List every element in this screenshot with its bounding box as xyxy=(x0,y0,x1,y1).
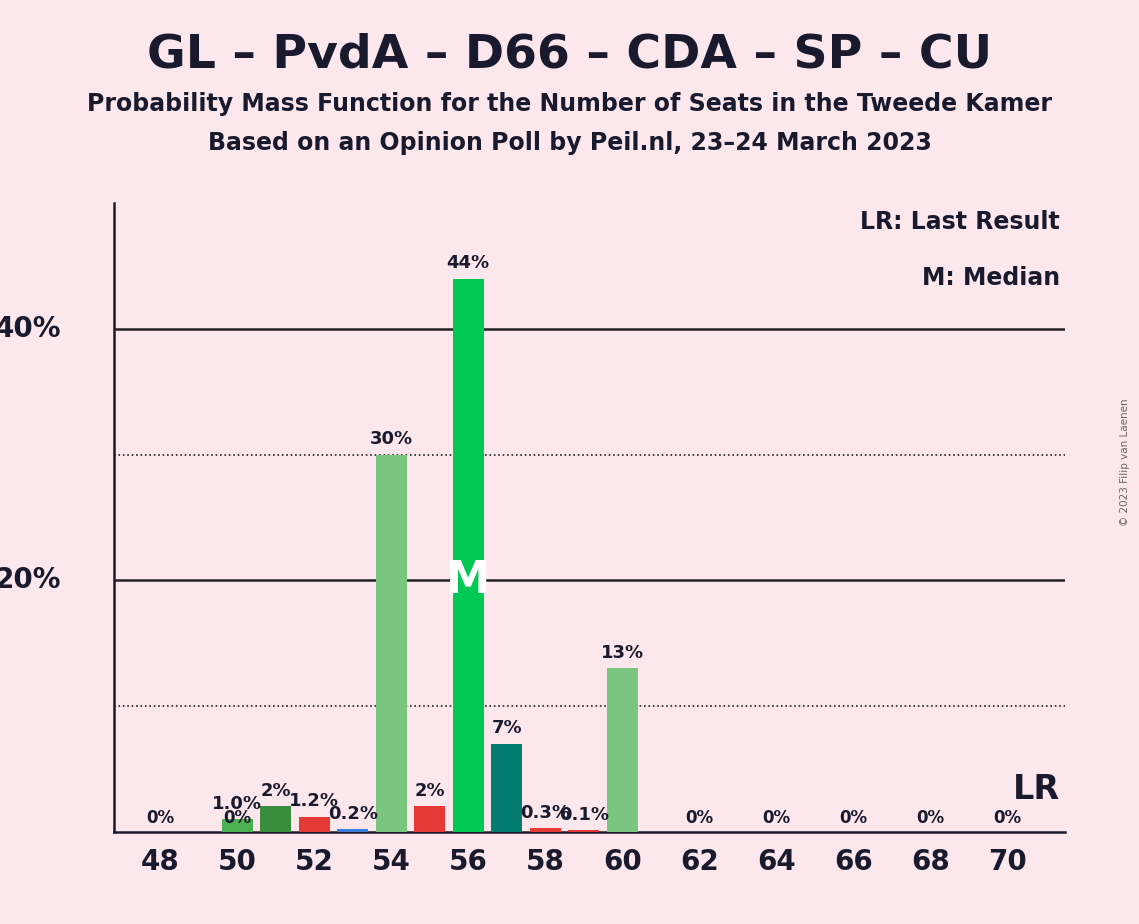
Text: LR: LR xyxy=(1013,773,1060,807)
Text: 1.2%: 1.2% xyxy=(289,792,339,810)
Bar xyxy=(337,829,368,832)
Text: 13%: 13% xyxy=(600,644,644,662)
Bar xyxy=(568,831,599,832)
Text: 44%: 44% xyxy=(446,254,490,273)
Bar xyxy=(376,455,407,832)
Text: 0.3%: 0.3% xyxy=(521,804,571,821)
Bar xyxy=(260,807,292,832)
Text: 0%: 0% xyxy=(916,808,944,827)
Text: 0%: 0% xyxy=(839,808,867,827)
Text: 1.0%: 1.0% xyxy=(212,795,262,813)
Text: © 2023 Filip van Laenen: © 2023 Filip van Laenen xyxy=(1121,398,1130,526)
Text: 0%: 0% xyxy=(223,808,252,827)
Bar xyxy=(222,819,253,832)
Text: 0.1%: 0.1% xyxy=(558,806,608,824)
Text: LR: Last Result: LR: Last Result xyxy=(860,210,1060,234)
Text: M: M xyxy=(446,559,490,602)
Text: 0%: 0% xyxy=(685,808,713,827)
Bar xyxy=(415,807,445,832)
Text: 0.2%: 0.2% xyxy=(328,805,378,822)
Text: 20%: 20% xyxy=(0,566,62,594)
Text: M: Median: M: Median xyxy=(923,266,1060,290)
Text: 0%: 0% xyxy=(762,808,790,827)
Text: 40%: 40% xyxy=(0,315,62,343)
Text: 2%: 2% xyxy=(261,783,290,800)
Text: 0%: 0% xyxy=(993,808,1022,827)
Text: Probability Mass Function for the Number of Seats in the Tweede Kamer: Probability Mass Function for the Number… xyxy=(87,92,1052,116)
Bar xyxy=(298,817,329,832)
Text: 30%: 30% xyxy=(369,431,412,448)
Text: 7%: 7% xyxy=(491,720,522,737)
Text: Based on an Opinion Poll by Peil.nl, 23–24 March 2023: Based on an Opinion Poll by Peil.nl, 23–… xyxy=(207,131,932,155)
Text: 0%: 0% xyxy=(146,808,174,827)
Bar xyxy=(491,744,522,832)
Bar xyxy=(607,668,638,832)
Bar xyxy=(452,279,484,832)
Text: 2%: 2% xyxy=(415,783,445,800)
Text: GL – PvdA – D66 – CDA – SP – CU: GL – PvdA – D66 – CDA – SP – CU xyxy=(147,32,992,78)
Bar xyxy=(530,828,560,832)
